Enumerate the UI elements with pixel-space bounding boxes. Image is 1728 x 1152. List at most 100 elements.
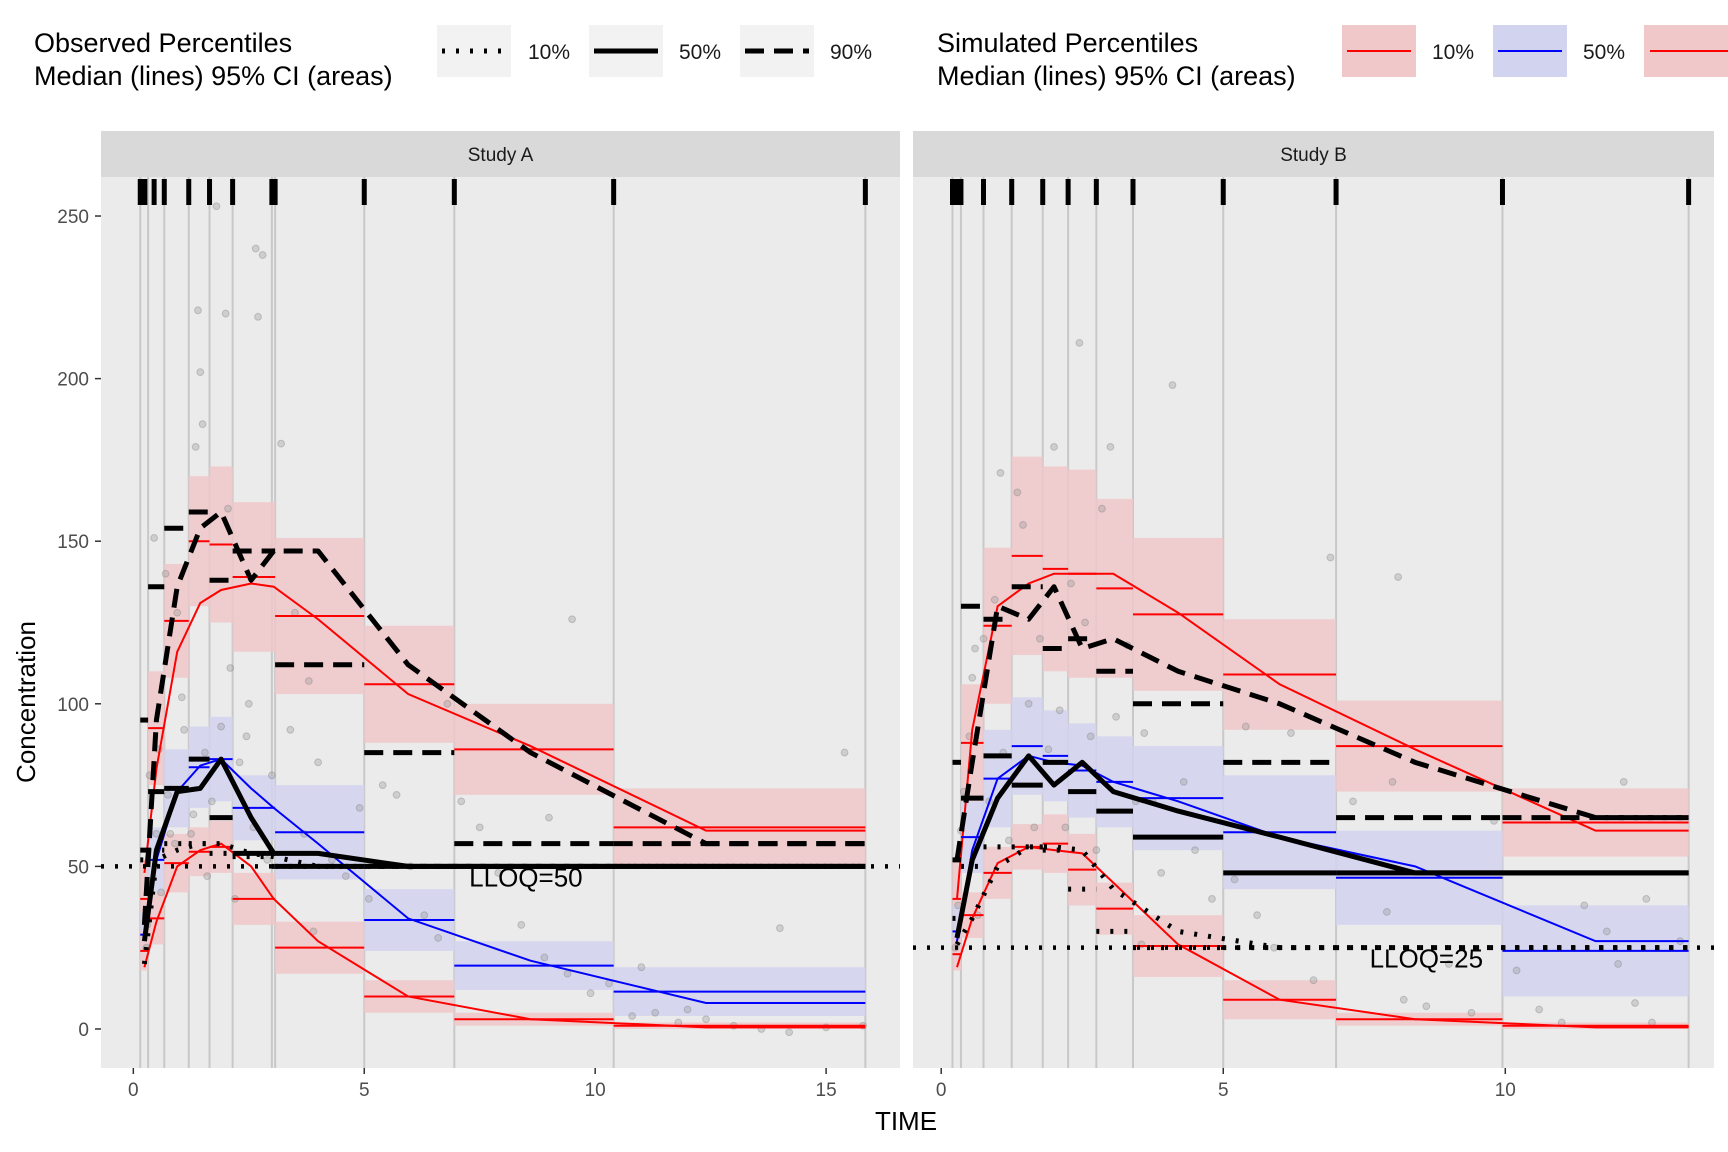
observed-point <box>1512 966 1521 975</box>
observed-point <box>840 748 849 757</box>
lloq-label: LLOQ=50 <box>469 862 582 892</box>
legend-label-sim-50: 50% <box>1583 41 1625 64</box>
observed-point <box>1399 995 1408 1004</box>
observed-point <box>251 244 260 253</box>
observed-point <box>196 368 205 377</box>
observed-point <box>212 202 221 211</box>
observed-point <box>968 673 977 682</box>
observed-point <box>161 569 170 578</box>
observed-point <box>170 839 179 848</box>
observed-point <box>1602 927 1611 936</box>
observed-point <box>702 1015 710 1024</box>
observed-point <box>277 439 286 448</box>
observed-point <box>1036 634 1044 643</box>
observed-point <box>971 644 979 653</box>
observed-point <box>990 595 999 604</box>
observed-point <box>1422 1002 1431 1011</box>
observed-point <box>1013 488 1022 497</box>
observed-point <box>1157 868 1166 877</box>
observed-point <box>1309 976 1318 985</box>
observed-point <box>1467 1008 1476 1017</box>
observed-point <box>177 693 186 702</box>
x-tick-label: 15 <box>816 1080 837 1101</box>
observed-point <box>628 1012 637 1020</box>
observed-point <box>180 725 189 734</box>
observed-point <box>1388 777 1397 786</box>
y-tick-label: 50 <box>68 857 89 878</box>
observed-point <box>314 758 322 767</box>
observed-point <box>1050 443 1058 451</box>
observed-point <box>1631 999 1639 1007</box>
observed-point <box>198 420 207 429</box>
observed-point <box>1044 745 1053 754</box>
observed-point <box>563 969 572 978</box>
y-tick-label: 0 <box>78 1020 89 1041</box>
x-tick-label: 10 <box>585 1080 606 1101</box>
observed-point <box>364 895 373 903</box>
observed-point <box>1382 908 1391 916</box>
observed-point <box>1075 338 1084 347</box>
observed-point <box>651 1008 660 1017</box>
observed-point <box>355 803 364 812</box>
legend-observed-title-line2: Median (lines) 95% CI (areas) <box>34 61 393 91</box>
observed-point <box>1140 729 1149 737</box>
observed-point <box>1642 895 1651 903</box>
legend-label-obs-10: 10% <box>528 41 570 64</box>
legend-simulated-title-line1: Simulated Percentiles <box>937 28 1198 58</box>
facet-strip-label: Study B <box>1280 145 1347 166</box>
observed-point <box>189 810 198 819</box>
observed-point <box>785 1028 794 1037</box>
y-tick-label: 250 <box>57 207 89 228</box>
observed-point <box>191 443 200 451</box>
observed-point <box>568 615 576 624</box>
x-tick-label: 5 <box>359 1080 370 1101</box>
observed-point <box>1055 706 1064 715</box>
sim-median-line-p10 <box>143 842 866 1029</box>
observed-point <box>996 469 1005 477</box>
observed-point <box>517 921 526 929</box>
observed-point <box>1614 960 1623 968</box>
observed-point <box>254 312 262 321</box>
y-axis-title: Concentration <box>11 621 41 783</box>
observed-point <box>150 534 159 542</box>
sim-median-line-p90 <box>143 582 866 874</box>
facet-panel-study-b: Study B LLOQ=25 0 5 10 <box>913 131 1714 1101</box>
observed-point <box>378 781 387 789</box>
observed-point <box>1241 722 1250 731</box>
observed-point <box>1191 846 1199 855</box>
observed-point <box>392 790 401 799</box>
observed-point <box>1179 777 1188 786</box>
observed-point <box>540 953 549 962</box>
observed-point <box>1394 573 1403 581</box>
observed-point <box>1098 504 1106 513</box>
observed-point <box>286 725 295 734</box>
obs-percentile-line-p90 <box>141 509 866 926</box>
observed-point <box>224 504 232 513</box>
observed-point <box>1535 1005 1544 1014</box>
obs-percentile-line-p90 <box>954 584 1689 861</box>
observed-point <box>258 251 267 259</box>
legend-simulated: Simulated Percentiles Median (lines) 95%… <box>937 25 1728 91</box>
observed-point <box>586 989 595 998</box>
x-tick-label: 0 <box>936 1080 947 1101</box>
observed-point <box>434 934 443 942</box>
observed-point <box>1112 712 1120 721</box>
observed-point <box>1287 729 1295 737</box>
observed-point <box>235 758 244 767</box>
observed-point <box>1019 521 1027 529</box>
x-tick-label: 5 <box>1218 1080 1229 1101</box>
observed-point <box>1349 797 1357 806</box>
observed-point <box>1092 846 1101 855</box>
observed-point <box>1024 699 1033 708</box>
observed-point <box>1168 381 1177 390</box>
legend-label-sim-10: 10% <box>1432 41 1474 64</box>
observed-point <box>1253 911 1261 920</box>
legend-simulated-title-line2: Median (lines) 95% CI (areas) <box>937 61 1296 91</box>
observed-point <box>1030 823 1039 832</box>
legend-observed: Observed Percentiles Median (lines) 95% … <box>34 25 872 91</box>
observed-point <box>201 748 209 757</box>
